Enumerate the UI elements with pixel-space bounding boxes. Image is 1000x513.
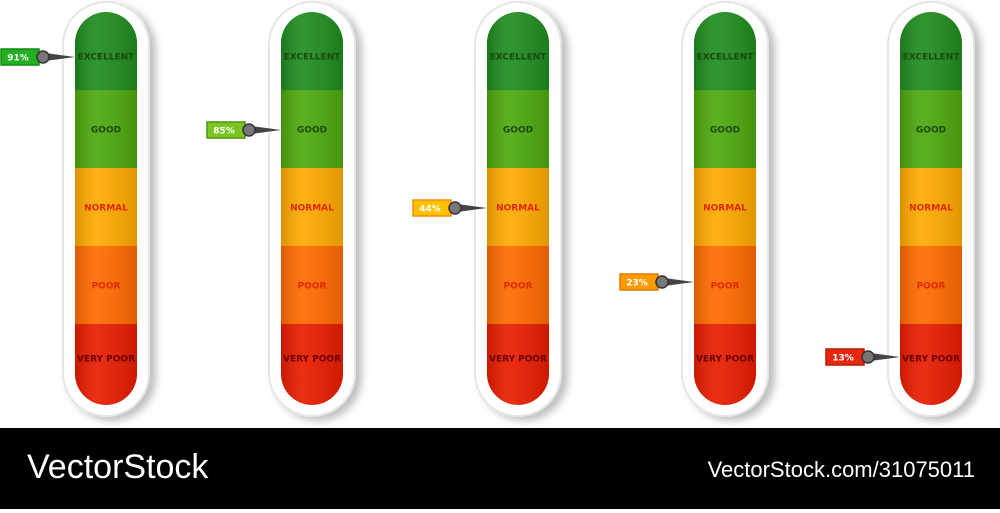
level-label: GOOD	[91, 126, 121, 136]
footer-bar	[0, 428, 1000, 509]
level-label: GOOD	[503, 126, 533, 136]
gloss	[75, 12, 137, 405]
level-label: EXCELLENT	[490, 53, 548, 63]
level-label: NORMAL	[496, 204, 540, 214]
level-label: EXCELLENT	[697, 53, 755, 63]
gloss	[900, 12, 962, 405]
tag-label: 23%	[626, 279, 648, 289]
gauge: EXCELLENT GOOD NORMAL POOR VERY POOR 13%	[825, 1, 975, 417]
gauge-tube	[900, 12, 962, 405]
pointer-knob	[242, 123, 256, 137]
level-label: VERY POOR	[489, 355, 547, 365]
level-label: POOR	[298, 282, 327, 292]
level-label: POOR	[92, 282, 121, 292]
gauge-tube	[694, 12, 756, 405]
level-label: EXCELLENT	[903, 53, 961, 63]
level-label: EXCELLENT	[78, 53, 136, 63]
level-label: EXCELLENT	[284, 53, 342, 63]
level-label: POOR	[711, 282, 740, 292]
level-label: POOR	[504, 282, 533, 292]
pointer-knob	[36, 50, 50, 64]
gauge-tube	[487, 12, 549, 405]
gauge: EXCELLENT GOOD NORMAL POOR VERY POOR 23%	[619, 1, 769, 417]
level-label: GOOD	[710, 126, 740, 136]
pointer-knob	[448, 201, 462, 215]
level-label: VERY POOR	[696, 355, 754, 365]
gloss	[487, 12, 549, 405]
gauge: EXCELLENT GOOD NORMAL POOR VERY POOR 85%	[206, 1, 356, 417]
tag-label: 85%	[213, 127, 235, 137]
level-label: NORMAL	[290, 204, 334, 214]
level-label: VERY POOR	[77, 355, 135, 365]
pointer-knob	[655, 275, 669, 289]
level-label: VERY POOR	[283, 355, 341, 365]
level-label: NORMAL	[84, 204, 128, 214]
level-label: NORMAL	[909, 204, 953, 214]
gauge: EXCELLENT GOOD NORMAL POOR VERY POOR 44%	[412, 1, 562, 417]
gauge-tube	[75, 12, 137, 405]
gauge: EXCELLENT GOOD NORMAL POOR VERY POOR 91%	[0, 1, 150, 417]
gloss	[694, 12, 756, 405]
gauge-tube	[281, 12, 343, 405]
level-label: POOR	[917, 282, 946, 292]
tag-label: 91%	[7, 54, 29, 64]
tag-label: 44%	[419, 205, 441, 215]
image-id: VectorStock.com/31075011	[708, 457, 975, 482]
level-label: GOOD	[916, 126, 946, 136]
level-label: GOOD	[297, 126, 327, 136]
brand: VectorStock	[27, 448, 209, 486]
level-label: NORMAL	[703, 204, 747, 214]
gloss	[281, 12, 343, 405]
level-label: VERY POOR	[902, 355, 960, 365]
pointer-knob	[861, 350, 875, 364]
tag-label: 13%	[832, 354, 854, 364]
